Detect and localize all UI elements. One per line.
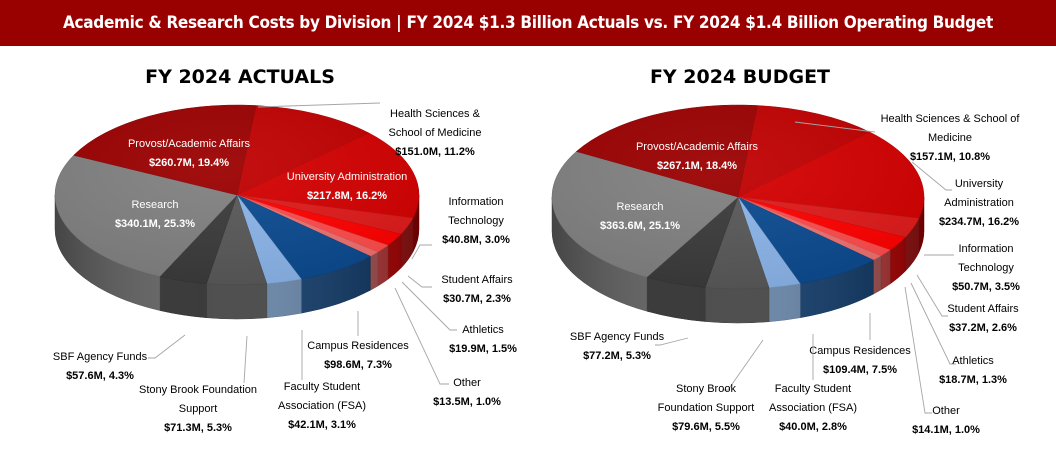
slice-label-information-technology: Technology bbox=[958, 262, 1014, 274]
slice-label-athletics: Athletics bbox=[952, 355, 994, 367]
slice-value-sb-foundation: $79.6M, 5.5% bbox=[672, 421, 740, 433]
slice-label-fsa: Association (FSA) bbox=[769, 402, 857, 414]
slice-label-research: Research bbox=[131, 199, 178, 211]
slice-value-fsa: $42.1M, 3.1% bbox=[288, 419, 356, 431]
slice-value-research: $340.1M, 25.3% bbox=[115, 218, 195, 230]
slice-label-sb-foundation: Stony Brook bbox=[676, 383, 736, 395]
leader-line-student-affairs bbox=[407, 275, 432, 288]
pie-labels: Health Sciences & School of Medicine $151.… bbox=[53, 102, 517, 434]
slice-label-other: Other bbox=[453, 377, 481, 389]
slice-value-campus-residences: $109.4M, 7.5% bbox=[823, 364, 897, 376]
actuals-chart-title: FY 2024 ACTUALS bbox=[145, 66, 335, 88]
slice-label-health-sciences: Health Sciences & School of bbox=[881, 113, 1021, 125]
slice-value-health-sciences: $151.0M, 11.2% bbox=[395, 146, 475, 158]
slice-value-university-admin: $234.7M, 16.2% bbox=[939, 216, 1019, 228]
slice-label-university-admin: University Administration bbox=[287, 171, 407, 183]
leader-line-sb-foundation bbox=[722, 339, 764, 391]
slice-value-athletics: $19.9M, 1.5% bbox=[449, 343, 517, 355]
pie-side-walls bbox=[54, 194, 420, 320]
leader-line-other bbox=[904, 286, 932, 414]
slice-label-campus-residences: Campus Residences bbox=[307, 340, 409, 352]
slice-label-health-sciences: Medicine bbox=[928, 132, 972, 144]
leader-line-health-sciences bbox=[794, 121, 876, 133]
slice-label-athletics: Athletics bbox=[462, 324, 504, 336]
pie-top-shading bbox=[55, 105, 419, 285]
slice-value-campus-residences: $98.6M, 7.3% bbox=[324, 359, 392, 371]
slice-value-sb-foundation: $71.3M, 5.3% bbox=[164, 422, 232, 434]
slice-label-fsa: Faculty Student bbox=[284, 381, 360, 393]
budget-chart-title: FY 2024 BUDGET bbox=[649, 66, 831, 88]
slice-label-health-sciences: Health Sciences & bbox=[390, 108, 481, 120]
slice-value-sbf-agency: $77.2M, 5.3% bbox=[583, 350, 651, 362]
leader-line-information-technology bbox=[411, 244, 432, 260]
slice-value-student-affairs: $37.2M, 2.6% bbox=[949, 322, 1017, 334]
slice-value-other: $13.5M, 1.0% bbox=[433, 396, 501, 408]
slice-value-other: $14.1M, 1.0% bbox=[912, 424, 980, 436]
slice-label-student-affairs: Student Affairs bbox=[947, 303, 1019, 315]
pie-side-shading bbox=[55, 195, 419, 319]
pie-side-shading bbox=[552, 197, 924, 323]
slice-value-information-technology: $40.8M, 3.0% bbox=[442, 234, 510, 246]
slice-value-research: $363.6M, 25.1% bbox=[600, 220, 680, 232]
report-banner: Academic & Research Costs by Division | … bbox=[0, 0, 1056, 46]
slice-value-sbf-agency: $57.6M, 4.3% bbox=[66, 370, 134, 382]
pie-top-faces bbox=[54, 104, 420, 286]
leader-line-other bbox=[394, 287, 449, 385]
slice-label-campus-residences: Campus Residences bbox=[809, 345, 911, 357]
leader-line-health-sciences bbox=[257, 102, 381, 108]
leader-line-sb-foundation bbox=[243, 335, 248, 384]
slice-value-information-technology: $50.7M, 3.5% bbox=[952, 281, 1020, 293]
slice-value-health-sciences: $157.1M, 10.8% bbox=[910, 151, 990, 163]
slice-label-information-technology: Technology bbox=[448, 215, 504, 227]
slice-label-other: Other bbox=[932, 405, 960, 417]
leader-line-university-admin bbox=[911, 161, 952, 191]
pie-labels: Health Sciences & School of Medicine $157.… bbox=[570, 113, 1020, 436]
leader-line-sbf-agency bbox=[148, 334, 186, 359]
slice-label-sb-foundation: Foundation Support bbox=[658, 402, 755, 414]
slice-label-sb-foundation: Support bbox=[179, 403, 218, 415]
slice-label-university-admin: Administration bbox=[944, 197, 1014, 209]
slice-label-sb-foundation: Stony Brook Foundation bbox=[139, 384, 257, 396]
slice-label-information-technology: Information bbox=[958, 243, 1013, 255]
actuals-pie: Health Sciences & School of Medicine $151.… bbox=[53, 102, 517, 434]
leader-line-sbf-agency bbox=[655, 337, 689, 346]
slice-label-fsa: Association (FSA) bbox=[278, 400, 366, 412]
report-title: Academic & Research Costs by Division | … bbox=[62, 13, 994, 33]
slice-label-provost: Provost/Academic Affairs bbox=[128, 138, 251, 150]
slice-label-university-admin: University bbox=[955, 178, 1004, 190]
leader-line-athletics bbox=[401, 281, 457, 331]
slice-label-sbf-agency: SBF Agency Funds bbox=[570, 331, 665, 343]
slice-label-information-technology: Information bbox=[448, 196, 503, 208]
slice-label-sbf-agency: SBF Agency Funds bbox=[53, 351, 148, 363]
slice-value-fsa: $40.0M, 2.8% bbox=[779, 421, 847, 433]
slice-label-student-affairs: Student Affairs bbox=[441, 274, 513, 286]
slice-value-student-affairs: $30.7M, 2.3% bbox=[443, 293, 511, 305]
budget-pie: Health Sciences & School of Medicine $157.… bbox=[551, 104, 1020, 436]
slice-label-research: Research bbox=[616, 201, 663, 213]
leader-line-athletics bbox=[910, 282, 956, 365]
slice-value-provost: $260.7M, 19.4% bbox=[149, 157, 229, 169]
pie-top-faces bbox=[551, 104, 925, 290]
slice-label-health-sciences: School of Medicine bbox=[389, 127, 482, 139]
slice-label-provost: Provost/Academic Affairs bbox=[636, 141, 759, 153]
slice-value-athletics: $18.7M, 1.3% bbox=[939, 374, 1007, 386]
leader-line-student-affairs bbox=[916, 274, 948, 317]
slice-label-fsa: Faculty Student bbox=[775, 383, 851, 395]
slice-value-university-admin: $217.8M, 16.2% bbox=[307, 190, 387, 202]
slice-value-provost: $267.1M, 18.4% bbox=[657, 160, 737, 172]
pie-top-shading bbox=[552, 105, 924, 289]
